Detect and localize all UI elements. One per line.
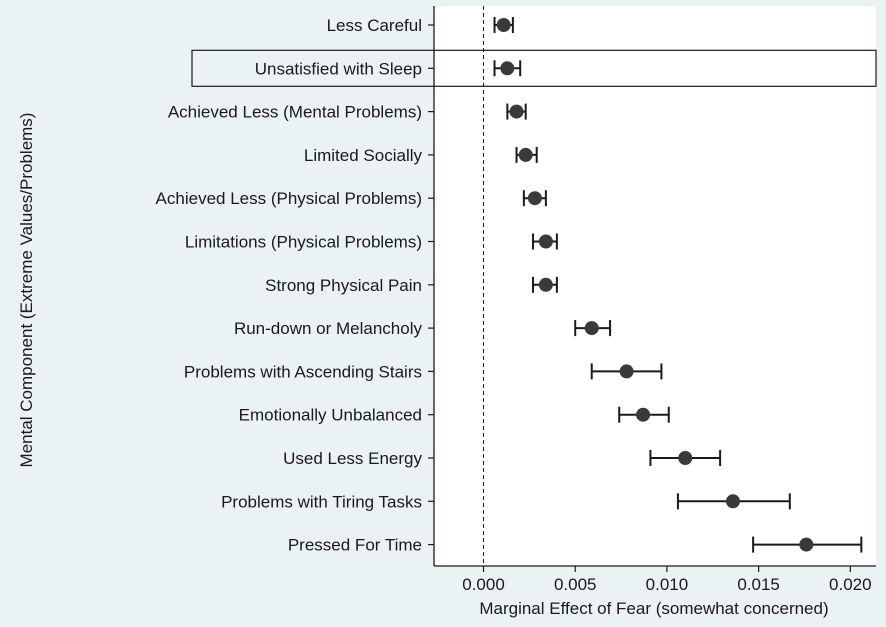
y-tick-label: Less Careful bbox=[327, 16, 422, 35]
plot-area bbox=[434, 6, 876, 566]
y-tick-label: Achieved Less (Physical Problems) bbox=[156, 189, 422, 208]
x-axis-title: Marginal Effect of Fear (somewhat concer… bbox=[479, 599, 828, 618]
y-tick-label: Problems with Ascending Stairs bbox=[184, 362, 422, 381]
point-estimate bbox=[799, 537, 814, 552]
x-tick-label: 0.005 bbox=[554, 575, 597, 594]
y-tick-label: Pressed For Time bbox=[288, 536, 422, 555]
y-tick-label: Strong Physical Pain bbox=[265, 276, 422, 295]
point-estimate bbox=[538, 277, 553, 292]
y-tick-label: Used Less Energy bbox=[283, 449, 422, 468]
point-estimate bbox=[584, 321, 599, 336]
point-estimate bbox=[725, 494, 740, 509]
point-estimate bbox=[496, 18, 511, 32]
y-tick-label: Limited Socially bbox=[304, 146, 423, 165]
point-estimate bbox=[678, 451, 693, 465]
y-tick-label: Limitations (Physical Problems) bbox=[185, 233, 422, 252]
x-tick-label: 0.010 bbox=[646, 575, 689, 594]
highlight-box bbox=[191, 49, 877, 87]
point-estimate bbox=[636, 407, 651, 422]
x-tick-label: 0.000 bbox=[462, 575, 505, 594]
point-estimate bbox=[509, 104, 524, 119]
y-tick-label: Problems with Tiring Tasks bbox=[221, 492, 422, 511]
point-estimate bbox=[619, 364, 634, 379]
x-tick-label: 0.015 bbox=[737, 575, 780, 594]
x-tick-label: 0.020 bbox=[829, 575, 872, 594]
y-axis-title: Mental Component (Extreme Values/Problem… bbox=[17, 113, 36, 468]
y-tick-label: Emotionally Unbalanced bbox=[239, 406, 422, 425]
point-estimate bbox=[500, 61, 515, 76]
y-tick-label: Run-down or Melancholy bbox=[234, 319, 423, 338]
y-tick-label: Achieved Less (Mental Problems) bbox=[168, 103, 422, 122]
y-tick-label: Unsatisfied with Sleep bbox=[255, 59, 422, 78]
point-estimate bbox=[518, 147, 533, 162]
point-estimate bbox=[538, 234, 553, 249]
point-estimate bbox=[527, 191, 542, 206]
